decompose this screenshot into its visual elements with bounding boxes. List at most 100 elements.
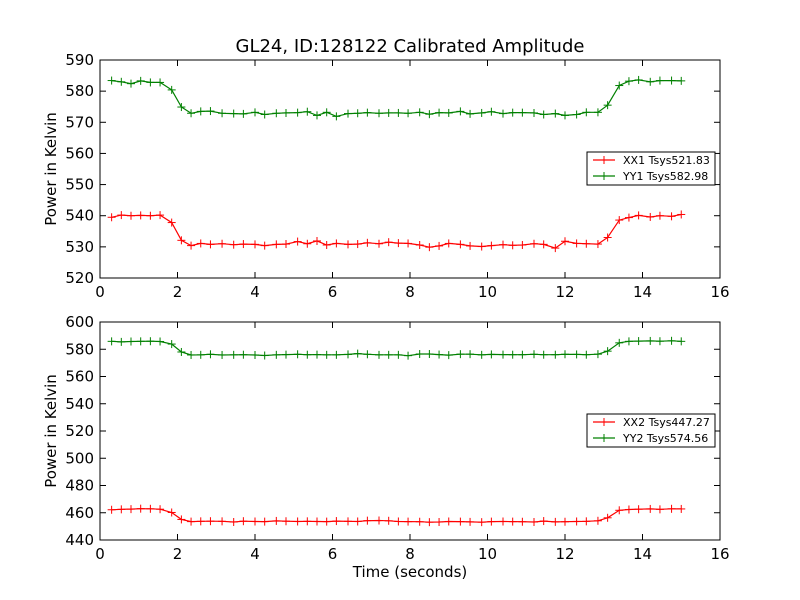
data-point <box>677 337 686 346</box>
data-point <box>206 350 215 359</box>
data-point <box>156 337 165 346</box>
data-point <box>353 240 362 249</box>
data-point <box>477 350 486 359</box>
data-point <box>551 350 560 359</box>
data-point <box>117 337 126 346</box>
data-point <box>177 347 186 356</box>
data-point <box>561 111 569 120</box>
data-point <box>353 517 362 526</box>
data-point <box>136 337 145 346</box>
data-point <box>404 239 413 248</box>
data-point <box>582 350 591 359</box>
x-tick-label: 4 <box>250 283 260 301</box>
data-point <box>456 240 465 249</box>
data-point <box>107 213 116 222</box>
data-point <box>624 213 633 222</box>
legend-label: XX1 Tsys521.83 <box>623 154 710 167</box>
data-point <box>624 337 633 346</box>
data-point <box>332 239 341 248</box>
data-point <box>603 233 612 242</box>
y-tick-label: 570 <box>65 113 94 131</box>
data-point <box>530 518 538 527</box>
data-point <box>375 239 383 248</box>
data-point <box>634 337 643 346</box>
data-point <box>677 76 686 85</box>
data-point <box>615 216 624 225</box>
data-point <box>634 211 643 220</box>
x-axis-label: Time (seconds) <box>352 563 468 581</box>
x-tick-label: 2 <box>173 283 183 301</box>
legend-label: XX2 Tsys447.27 <box>623 416 710 429</box>
data-point <box>561 237 569 246</box>
data-point <box>322 240 331 249</box>
data-point <box>603 347 612 356</box>
x-tick-label: 6 <box>328 283 338 301</box>
data-point <box>466 241 475 250</box>
legend-box <box>586 151 716 186</box>
data-point <box>332 517 341 526</box>
data-point <box>322 517 331 526</box>
data-point <box>344 350 352 359</box>
series-line-2 <box>111 340 682 357</box>
plot-frame <box>99 321 721 541</box>
data-point <box>187 241 196 250</box>
data-point <box>425 110 434 119</box>
data-point <box>322 350 331 359</box>
data-point <box>107 505 116 514</box>
y-tick-label: 520 <box>65 422 94 440</box>
y-tick-label: 520 <box>65 269 94 287</box>
data-point <box>499 350 507 359</box>
data-point <box>127 337 135 346</box>
x-tick-label: 8 <box>405 545 415 563</box>
data-point <box>146 504 155 513</box>
data-point <box>251 108 259 117</box>
data-point <box>394 517 403 526</box>
data-point <box>466 350 475 359</box>
data-point <box>167 340 176 349</box>
data-point <box>444 108 453 117</box>
data-point <box>646 336 655 345</box>
data-point <box>206 240 215 249</box>
x-tick-label: 14 <box>633 545 652 563</box>
data-point <box>156 78 165 87</box>
data-point <box>508 350 517 359</box>
data-point <box>229 350 238 359</box>
data-point <box>444 517 453 526</box>
data-point <box>353 109 362 118</box>
data-point <box>444 351 453 360</box>
data-point <box>404 109 413 118</box>
data-point <box>572 239 581 248</box>
data-point <box>229 518 238 527</box>
data-point <box>530 108 538 117</box>
data-point <box>293 350 302 359</box>
data-point <box>117 211 126 220</box>
data-point <box>435 108 444 117</box>
data-point <box>456 517 465 526</box>
data-point <box>344 517 352 526</box>
data-point <box>282 240 290 249</box>
data-point <box>499 517 507 526</box>
x-tick-label: 2 <box>173 545 183 563</box>
data-point <box>187 109 196 118</box>
data-point <box>353 349 362 358</box>
y-tick-label: 440 <box>65 531 94 549</box>
data-point <box>572 110 581 119</box>
data-point <box>127 505 135 514</box>
data-point <box>394 350 403 359</box>
data-point <box>251 240 259 249</box>
data-point <box>539 110 548 119</box>
plot-frame <box>99 59 721 279</box>
data-point <box>539 350 548 359</box>
y-tick-label: 560 <box>65 368 94 386</box>
bottom-panel: 0 2 4 6 8 10 12 14 16 440 460 480 500 520 540 560 580 600… <box>42 313 730 581</box>
data-point <box>456 350 465 359</box>
data-point <box>167 218 176 227</box>
data-point <box>384 350 393 359</box>
data-point <box>272 240 281 249</box>
data-point <box>539 240 548 249</box>
data-point <box>127 79 135 88</box>
x-tick-label: 10 <box>478 283 497 301</box>
data-point <box>344 109 352 118</box>
data-point <box>293 237 302 246</box>
data-point <box>487 107 496 116</box>
